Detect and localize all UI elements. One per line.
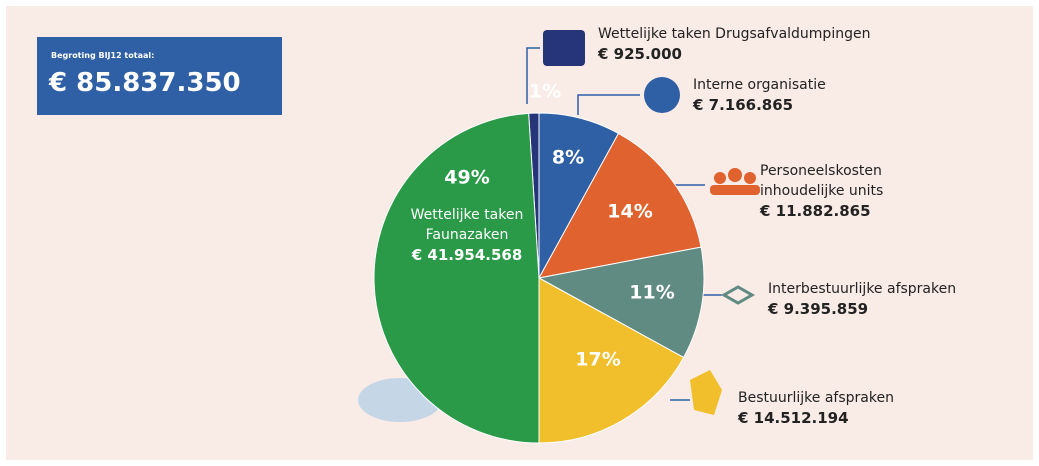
callout: Personeelskosten inhoudelijke units € 11.… — [760, 161, 900, 221]
amount-label: € 9.395.859 — [768, 300, 869, 318]
percent-label: 14% — [607, 201, 652, 223]
callout: Wettelijke taken Drugsafvaldumpingen € 92… — [598, 24, 870, 64]
total-value: € 85.837.350 — [49, 68, 241, 98]
percent-label: 49% — [444, 167, 489, 189]
category-label: Bestuurlijke afspraken — [738, 390, 894, 406]
category-label: Wettelijke taken Faunazaken — [410, 207, 524, 243]
pie-slice — [537, 246, 705, 359]
category-label: Interne organisatie — [693, 77, 826, 93]
pie-slice — [538, 132, 702, 279]
callout: Interne organisatie € 7.166.865 — [693, 75, 826, 115]
category-label: Wettelijke taken Drugsafvaldumpingen — [598, 26, 871, 42]
category-label: Personeelskosten inhoudelijke units — [760, 163, 884, 199]
callout: Bestuurlijke afspraken € 14.512.194 — [738, 388, 894, 428]
category-label: Interbestuurlijke afspraken — [768, 281, 957, 297]
total-label: Begroting BIJ12 totaal: — [51, 51, 155, 60]
amount-label: € 41.954.568 — [411, 246, 523, 264]
total-box: Begroting BIJ12 totaal: € 85.837.350 — [37, 37, 282, 115]
callout: Interbestuurlijke afspraken € 9.395.859 — [768, 279, 956, 319]
amount-label: € 925.000 — [598, 45, 682, 63]
percent-label: 8% — [552, 147, 584, 169]
callout: Wettelijke taken Faunazaken € 41.954.568 — [392, 205, 542, 265]
amount-label: € 11.882.865 — [760, 202, 871, 220]
percent-label: 17% — [575, 349, 620, 371]
pie-slice — [538, 277, 685, 444]
percent-label: 1% — [529, 81, 561, 103]
percent-label: 11% — [629, 282, 674, 304]
pie-slice — [373, 112, 540, 444]
amount-label: € 14.512.194 — [738, 409, 849, 427]
amount-label: € 7.166.865 — [693, 96, 794, 114]
